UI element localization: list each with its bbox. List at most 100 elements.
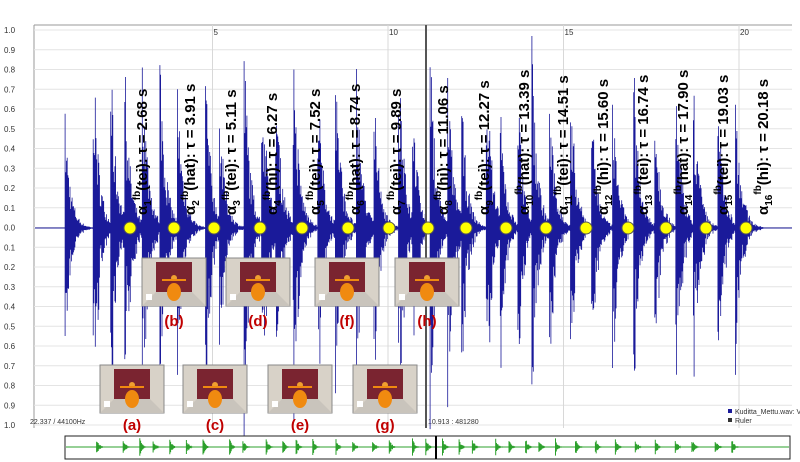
annotation-sub: 3 xyxy=(232,200,243,206)
ruler-label: 20 xyxy=(740,28,749,37)
y-tick-label: 0.4 xyxy=(4,303,16,312)
y-tick-label: 0.9 xyxy=(4,46,16,55)
frame-label: (b) xyxy=(164,313,183,330)
dancer xyxy=(293,390,307,408)
onset-dot xyxy=(621,221,635,235)
annotation-prefix: α xyxy=(347,205,364,215)
annotation-sup: fb xyxy=(180,191,191,200)
annotation-sub: 5 xyxy=(316,200,327,206)
annotation-sup: fb xyxy=(262,191,273,200)
annotation-rest: (tei): τ = 5.11 s xyxy=(223,89,240,190)
onset-dot xyxy=(579,221,593,235)
annotation-prefix: α xyxy=(307,205,324,215)
annotation-sup: fb xyxy=(386,191,397,200)
annotation-label: α10fb(hat): τ = 13.39 s xyxy=(514,70,536,215)
annotation-sub: 11 xyxy=(564,195,575,206)
frame xyxy=(352,364,418,414)
dancer xyxy=(378,390,392,408)
frame-box xyxy=(272,401,278,407)
y-tick-label: 0.2 xyxy=(4,184,16,193)
y-tick-label: 0.0 xyxy=(4,224,16,233)
y-tick-label: 0.8 xyxy=(4,66,16,75)
annotation-sub: 15 xyxy=(724,194,735,206)
frame-label: (a) xyxy=(123,417,141,434)
frame-box xyxy=(319,294,325,300)
y-tick-label: 0.4 xyxy=(4,145,16,154)
frame xyxy=(267,364,333,414)
onset-dot xyxy=(421,221,435,235)
annotation-prefix: α xyxy=(182,205,199,215)
onset-dot xyxy=(739,221,753,235)
annotation-prefix: α xyxy=(435,205,452,215)
onset-dot xyxy=(499,221,513,235)
y-tick-label: 0.3 xyxy=(4,164,16,173)
y-tick-label: 0.7 xyxy=(4,85,16,94)
annotation-label: α9fb(tei): τ = 12.27 s xyxy=(474,80,496,215)
frame-box xyxy=(146,294,152,300)
y-tick-label: 0.7 xyxy=(4,362,16,371)
legend-label: Kuditta_Mettu.wav: V xyxy=(735,409,800,416)
onset-markers xyxy=(123,221,753,235)
annotation-label: α3fb(tei): τ = 5.11 s xyxy=(221,89,243,215)
annotation-rest: (tei): τ = 19.03 s xyxy=(715,75,732,186)
annotation-prefix: α xyxy=(134,205,151,215)
annotation-label: α1fb(tei): τ = 2.68 s xyxy=(132,89,154,215)
onset-dot xyxy=(659,221,673,235)
annotation-sub: 1 xyxy=(143,200,154,206)
annotation-rest: (hi): τ = 11.06 s xyxy=(435,85,452,191)
onset-dot xyxy=(167,221,181,235)
annotation-prefix: α xyxy=(223,205,240,215)
status-middle: 10.913 : 481280 xyxy=(428,419,479,426)
y-tick-label: 1.0 xyxy=(4,26,16,35)
annotation-prefix: α xyxy=(635,205,652,215)
annotation-rest: (hat): τ = 8.74 s xyxy=(347,84,364,191)
status-left: 22.337 / 44100Hz xyxy=(30,419,86,426)
annotation-label: α7fb(tei): τ = 9.89 s xyxy=(386,89,408,215)
frame-label: (f) xyxy=(340,313,355,330)
dancer xyxy=(167,283,181,301)
onset-dot xyxy=(341,221,355,235)
frame xyxy=(141,257,207,307)
annotation-prefix: α xyxy=(755,205,772,215)
annotation-label: α16fb(hi): τ = 20.18 s xyxy=(753,79,775,215)
ruler-label: 15 xyxy=(565,28,574,37)
annotation-sub: 4 xyxy=(273,200,284,206)
y-tick-label: 0.5 xyxy=(4,125,16,134)
legend-label: Ruler xyxy=(735,418,752,425)
annotation-prefix: α xyxy=(264,205,281,215)
annotation-sub: 9 xyxy=(485,200,496,206)
annotation-sup: fb xyxy=(433,191,444,200)
annotation-sub: 8 xyxy=(444,200,455,206)
annotation-sub: 6 xyxy=(356,200,367,206)
annotation-label: α8fb(hi): τ = 11.06 s xyxy=(433,85,455,215)
video-frames: (b) (d) (f) (h) (a) (c) (e) (g) xyxy=(99,257,460,434)
onset-dot xyxy=(253,221,267,235)
annotation-rest: (hi): τ = 15.60 s xyxy=(595,79,612,185)
annotation-rest: (hat): τ = 17.90 s xyxy=(675,70,692,186)
annotation-sub: 10 xyxy=(525,194,536,206)
annotation-sub: 12 xyxy=(604,194,615,206)
annotation-sup: fb xyxy=(514,185,525,194)
onset-dot xyxy=(295,221,309,235)
annotation-sup: fb xyxy=(132,191,143,200)
annotation-rest: (tei): τ = 2.68 s xyxy=(134,89,151,191)
frame xyxy=(182,364,248,414)
frame-label: (g) xyxy=(375,417,394,434)
frame xyxy=(99,364,165,414)
annotation-sup: fb xyxy=(305,191,316,200)
y-tick-label: 0.8 xyxy=(4,382,16,391)
frame-box xyxy=(104,401,110,407)
onset-dot xyxy=(459,221,473,235)
annotation-rest: (hi): τ = 6.27 s xyxy=(264,93,281,191)
y-tick-label: 1.0 xyxy=(4,421,16,430)
annotation-label: α11fb(tei): τ = 14.51 s xyxy=(553,75,575,215)
frame-label: (h) xyxy=(417,313,436,330)
annotation-sup: fb xyxy=(553,186,564,195)
frame-box xyxy=(187,401,193,407)
annotation-prefix: α xyxy=(675,205,692,215)
annotation-rest: (hat): τ = 3.91 s xyxy=(182,84,199,191)
annotation-sub: 16 xyxy=(764,194,775,206)
annotation-sup: fb xyxy=(345,191,356,200)
